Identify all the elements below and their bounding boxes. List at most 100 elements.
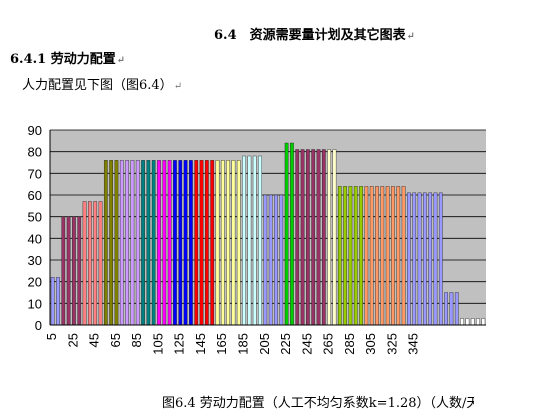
- x-tick-label: 45: [87, 333, 102, 347]
- bar: [125, 160, 129, 326]
- x-tick-label: 65: [108, 333, 123, 347]
- bar: [444, 292, 448, 326]
- x-tick-label: 125: [172, 333, 187, 355]
- bar: [428, 192, 433, 326]
- y-tick-label: 10: [28, 296, 42, 311]
- bar: [93, 201, 98, 326]
- bar: [220, 160, 225, 326]
- subsection-title: 6.4.1 劳动力配置↵: [10, 52, 126, 67]
- bar: [56, 277, 60, 326]
- intro-paragraph: 人力配置见下图（图6.4）↵: [22, 78, 183, 93]
- bar: [50, 277, 55, 326]
- bar: [481, 318, 486, 326]
- bar: [412, 192, 417, 326]
- bar: [423, 192, 427, 326]
- bar: [236, 160, 241, 326]
- bar: [449, 292, 454, 326]
- bar: [183, 160, 188, 326]
- bar: [231, 160, 236, 326]
- bar: [109, 160, 113, 326]
- bar: [82, 201, 87, 326]
- bar: [460, 318, 464, 326]
- figure-caption: 图6.4 劳动力配置（人工不均匀系数k=1.28）（人数/天）: [162, 396, 474, 411]
- x-tick-label: 145: [193, 333, 208, 355]
- bar: [189, 160, 193, 326]
- bar: [337, 186, 342, 326]
- y-tick-label: 50: [28, 210, 42, 225]
- bar: [433, 192, 438, 326]
- bar: [167, 160, 172, 326]
- bar: [247, 155, 252, 326]
- y-tick-label: 30: [28, 253, 42, 268]
- bar: [66, 216, 71, 326]
- bar: [417, 192, 422, 326]
- y-tick-label: 20: [28, 275, 42, 290]
- bar: [205, 160, 209, 326]
- bar: [146, 160, 151, 326]
- x-tick-label: 225: [278, 333, 293, 355]
- bar: [130, 160, 135, 326]
- bar: [194, 160, 199, 326]
- x-tick-label: 165: [214, 333, 229, 355]
- bar: [476, 318, 480, 326]
- bar: [321, 149, 326, 326]
- bar: [375, 186, 379, 326]
- bar: [369, 186, 374, 326]
- y-tick-label: 60: [28, 188, 42, 203]
- bar: [258, 155, 262, 326]
- section-title: 6.4 资源需要量计划及其它图表↵: [214, 28, 416, 43]
- bar: [173, 160, 177, 326]
- bar: [77, 216, 82, 326]
- bar: [210, 160, 215, 326]
- y-tick-label: 40: [28, 231, 42, 246]
- x-tick-label: 325: [384, 333, 399, 355]
- bar: [157, 160, 161, 326]
- x-tick-label: 305: [363, 333, 378, 355]
- bar: [114, 160, 119, 326]
- bar: [401, 186, 406, 326]
- bar: [396, 186, 401, 326]
- y-tick-label: 70: [28, 166, 42, 181]
- bar: [103, 160, 108, 326]
- bar: [141, 160, 145, 326]
- bar: [300, 149, 305, 326]
- x-tick-label: 345: [406, 333, 421, 355]
- x-tick-label: 205: [257, 333, 272, 355]
- bar: [98, 201, 103, 326]
- bar: [199, 160, 204, 326]
- bar: [119, 160, 124, 326]
- x-tick-label: 185: [236, 333, 251, 355]
- bar: [284, 142, 289, 326]
- y-tick-label: 0: [35, 318, 42, 333]
- bar: [178, 160, 183, 326]
- x-tick-label: 265: [321, 333, 336, 355]
- bar: [268, 194, 273, 326]
- bar: [348, 186, 353, 326]
- x-tick-label: 285: [342, 333, 357, 355]
- x-tick-label: 85: [129, 333, 144, 347]
- bar: [215, 160, 220, 326]
- bar: [295, 149, 300, 326]
- bar: [306, 149, 310, 326]
- bar: [279, 194, 284, 326]
- bar: [311, 149, 316, 326]
- bar: [226, 160, 230, 326]
- bar: [343, 186, 347, 326]
- bar: [364, 186, 369, 326]
- y-tick-label: 90: [28, 123, 42, 138]
- bar: [88, 201, 92, 326]
- bar: [135, 160, 140, 326]
- bar: [470, 318, 475, 326]
- bar: [274, 194, 278, 326]
- bar: [252, 155, 257, 326]
- bar: [391, 186, 395, 326]
- bar: [465, 318, 470, 326]
- x-tick-label: 25: [65, 333, 80, 347]
- bar: [263, 194, 268, 326]
- bar: [353, 186, 358, 326]
- bar: [61, 216, 66, 326]
- bar: [359, 186, 363, 326]
- bar: [385, 186, 390, 326]
- bar: [407, 192, 411, 326]
- bar: [290, 142, 294, 326]
